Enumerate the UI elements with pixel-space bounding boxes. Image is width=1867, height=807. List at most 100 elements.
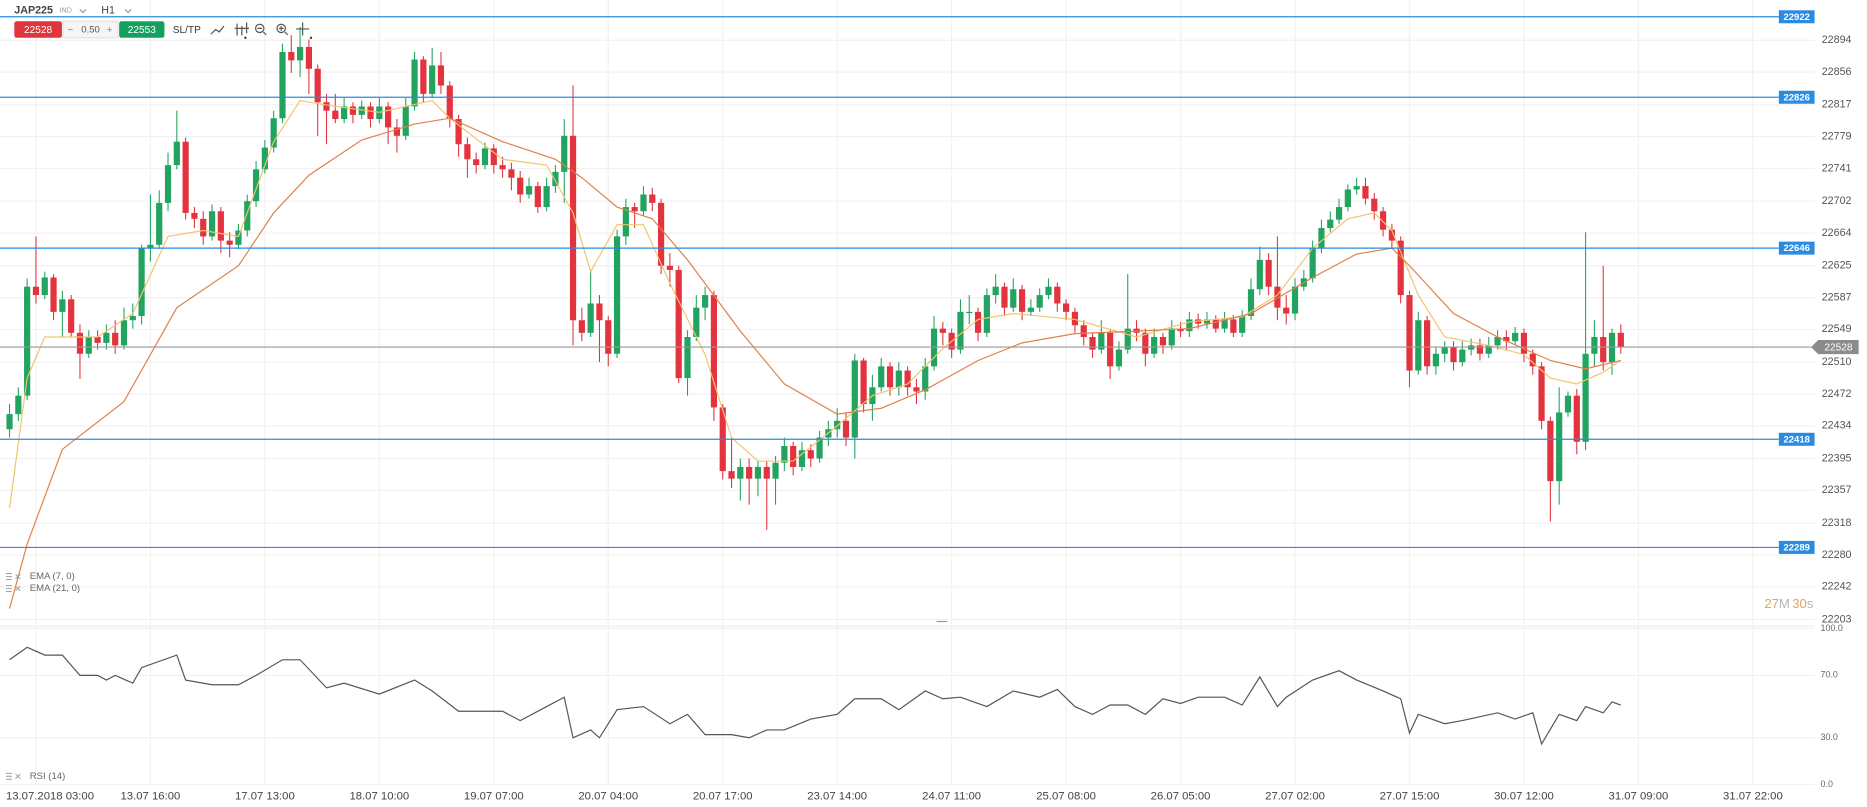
candle-body — [94, 337, 101, 343]
legend-menu-icon[interactable] — [5, 584, 12, 592]
candle-body — [1230, 319, 1237, 333]
candle-body — [596, 303, 603, 321]
candle-body — [120, 320, 128, 346]
candle-body — [772, 462, 779, 479]
legend-menu-icon[interactable] — [5, 772, 12, 780]
candle-body — [393, 127, 401, 136]
timeframe[interactable]: H1 — [101, 4, 115, 16]
y-tick-label: 100.0 — [1821, 623, 1843, 633]
y-tick-label: 0.0 — [1821, 779, 1833, 789]
symbol[interactable]: JAP225 — [14, 4, 53, 16]
candle-body — [279, 51, 286, 119]
candle-body — [1503, 337, 1510, 342]
sell-button[interactable] — [14, 21, 62, 38]
candle-body — [490, 148, 497, 166]
candle-body — [50, 277, 57, 312]
price-level-label: 22418 — [1783, 434, 1809, 445]
buy-button[interactable] — [119, 21, 165, 38]
indicators-icon[interactable] — [234, 22, 250, 36]
sltp-button[interactable]: SL/TP — [173, 25, 201, 36]
price-level-label: 22922 — [1783, 12, 1809, 23]
zoom-out-icon[interactable] — [254, 23, 265, 34]
line-tool-icon[interactable] — [210, 25, 225, 35]
candle-body — [1450, 347, 1457, 363]
candle-body — [587, 303, 594, 333]
candle-body — [24, 286, 31, 396]
candle-body — [807, 450, 814, 459]
countdown: 27M 30s — [1764, 596, 1813, 611]
pan-icon[interactable] — [296, 22, 310, 36]
legend-close-icon[interactable] — [15, 573, 21, 580]
candle-body — [464, 144, 471, 160]
candle-body — [666, 265, 673, 270]
candle-body — [1591, 337, 1598, 354]
symbol-dropdown[interactable] — [79, 9, 87, 14]
legend-close-icon[interactable] — [15, 585, 21, 592]
y-tick-label: 22664 — [1822, 227, 1852, 239]
candle-body — [473, 159, 480, 166]
candle-body — [59, 299, 66, 312]
legend-label: EMA (7, 0) — [30, 571, 75, 582]
timeframe-dropdown[interactable] — [124, 9, 132, 14]
candle-body — [499, 165, 506, 170]
candle-body — [834, 420, 841, 430]
ema-line — [8, 117, 1621, 609]
candle-body — [6, 414, 13, 430]
candle-body — [129, 316, 136, 321]
candle-body — [1520, 332, 1528, 354]
candle-body — [252, 169, 260, 202]
candle-body — [1001, 286, 1008, 308]
candle-body — [1274, 286, 1281, 308]
candle-body — [983, 295, 990, 333]
candle-body — [508, 169, 515, 178]
candle-body — [358, 106, 365, 115]
candle-body — [76, 332, 84, 354]
candle-body — [235, 230, 242, 245]
candle-body — [1485, 345, 1492, 354]
legend-close-icon[interactable] — [15, 773, 21, 779]
candle-body — [437, 65, 445, 86]
candle-body — [367, 106, 374, 120]
candle-body — [156, 202, 163, 245]
candle-body — [1538, 366, 1545, 421]
candle-body — [1291, 286, 1299, 314]
spread-plus[interactable] — [107, 27, 112, 32]
candle-body — [1371, 198, 1378, 212]
countdown-minutes: 27 — [1764, 596, 1779, 611]
candle-body — [1080, 325, 1087, 338]
candle-body — [200, 218, 207, 237]
symbol-badge: IND — [60, 7, 72, 15]
candle-body — [85, 337, 92, 354]
candle-body — [1547, 420, 1554, 482]
legend-menu-icon[interactable] — [5, 573, 12, 581]
dot — [309, 36, 313, 39]
candle-body — [613, 236, 621, 354]
candle-body — [1406, 295, 1413, 371]
x-tick-label: 19.07 07:00 — [464, 790, 524, 802]
x-tick-label: 20.07 17:00 — [693, 790, 753, 802]
y-tick-label: 22856 — [1822, 66, 1852, 78]
candle-body — [1397, 240, 1404, 296]
y-tick-label: 22625 — [1822, 260, 1852, 272]
candle-body — [913, 387, 920, 392]
candle-body — [1018, 289, 1026, 312]
legend-label: RSI (14) — [30, 771, 65, 782]
toolbar: JAP225 IND H1 22528 0.50 22553 SL/TP — [14, 4, 313, 39]
y-tick-label: 30.0 — [1821, 732, 1838, 742]
x-tick-label: 26.07 05:00 — [1151, 790, 1211, 802]
candle-body — [561, 135, 568, 172]
candle-body — [657, 202, 665, 266]
candle-body — [1512, 332, 1519, 342]
candle-body — [402, 106, 409, 136]
candle-body — [1247, 289, 1255, 317]
zoom-in-icon[interactable] — [276, 23, 286, 34]
candle-body — [878, 366, 885, 388]
candle-body — [737, 466, 744, 479]
x-tick-label: 18.07 10:00 — [349, 790, 409, 802]
candle-body — [886, 366, 894, 388]
candle-body — [1203, 319, 1211, 324]
candle-body — [552, 171, 559, 187]
candle-body — [710, 295, 718, 408]
candle-body — [15, 395, 22, 415]
